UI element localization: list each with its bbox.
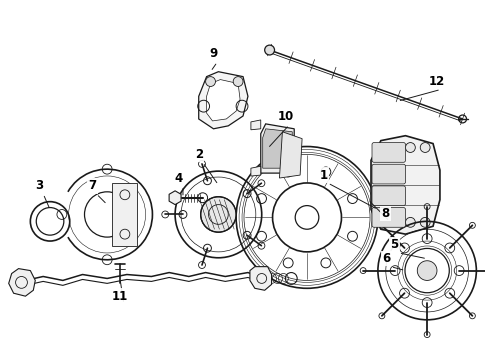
Circle shape	[382, 190, 394, 202]
Circle shape	[382, 147, 394, 158]
Circle shape	[382, 212, 394, 223]
Circle shape	[419, 217, 429, 227]
Polygon shape	[250, 120, 260, 130]
Polygon shape	[262, 129, 292, 168]
Text: 5: 5	[390, 238, 398, 252]
Circle shape	[416, 261, 436, 280]
FancyBboxPatch shape	[371, 143, 405, 162]
Circle shape	[419, 143, 429, 152]
Polygon shape	[169, 191, 181, 204]
Text: 8: 8	[381, 207, 389, 220]
Text: 4: 4	[175, 171, 183, 185]
Text: 12: 12	[428, 75, 444, 88]
Text: 9: 9	[209, 48, 217, 60]
Polygon shape	[279, 132, 302, 178]
FancyBboxPatch shape	[371, 164, 405, 184]
FancyBboxPatch shape	[371, 186, 405, 206]
Polygon shape	[206, 80, 240, 121]
Circle shape	[205, 77, 215, 86]
Text: 1: 1	[319, 168, 327, 181]
Text: 2: 2	[194, 148, 203, 161]
Text: 3: 3	[35, 179, 43, 192]
Polygon shape	[370, 136, 439, 234]
Circle shape	[405, 143, 414, 152]
Polygon shape	[9, 269, 35, 296]
Circle shape	[264, 45, 274, 55]
Text: 10: 10	[277, 111, 293, 123]
Circle shape	[233, 77, 243, 86]
Text: 6: 6	[382, 252, 390, 265]
Polygon shape	[112, 183, 137, 246]
Circle shape	[382, 168, 394, 180]
Circle shape	[200, 197, 236, 232]
Polygon shape	[198, 72, 247, 129]
Polygon shape	[260, 124, 294, 173]
Text: 11: 11	[112, 290, 128, 303]
Circle shape	[405, 217, 414, 227]
Polygon shape	[249, 267, 271, 290]
Text: 7: 7	[88, 179, 96, 192]
FancyBboxPatch shape	[371, 208, 405, 227]
Polygon shape	[250, 166, 260, 176]
